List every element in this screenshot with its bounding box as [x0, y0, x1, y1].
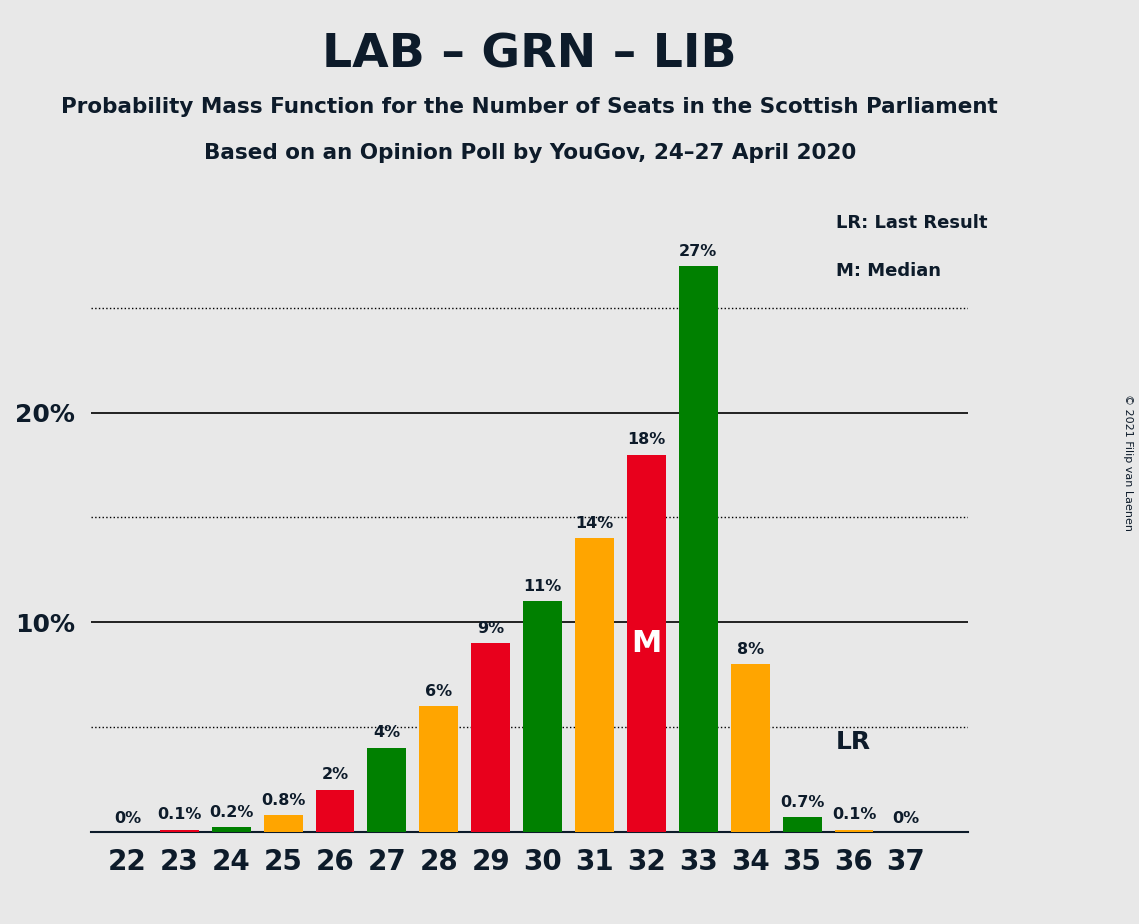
Text: 4%: 4%: [374, 725, 401, 740]
Text: 18%: 18%: [628, 432, 665, 447]
Bar: [679, 266, 718, 832]
Text: 0%: 0%: [892, 811, 919, 826]
Bar: [731, 664, 770, 832]
Text: 2%: 2%: [321, 767, 349, 783]
Text: 0.8%: 0.8%: [261, 793, 305, 808]
Bar: [626, 455, 666, 832]
Text: Probability Mass Function for the Number of Seats in the Scottish Parliament: Probability Mass Function for the Number…: [62, 97, 998, 117]
Text: 0%: 0%: [114, 811, 141, 826]
Text: 9%: 9%: [477, 621, 505, 636]
Text: 27%: 27%: [679, 244, 718, 259]
Bar: [368, 748, 407, 832]
Text: 0.1%: 0.1%: [157, 808, 202, 822]
Bar: [782, 817, 821, 832]
Text: 0.7%: 0.7%: [780, 795, 825, 809]
Text: © 2021 Filip van Laenen: © 2021 Filip van Laenen: [1123, 394, 1133, 530]
Text: 11%: 11%: [524, 578, 562, 594]
Text: LR: LR: [836, 730, 871, 754]
Bar: [263, 815, 303, 832]
Text: LR: Last Result: LR: Last Result: [836, 213, 988, 232]
Bar: [212, 827, 251, 832]
Bar: [419, 706, 458, 832]
Text: LAB – GRN – LIB: LAB – GRN – LIB: [322, 32, 737, 78]
Bar: [835, 830, 874, 832]
Bar: [575, 539, 614, 832]
Bar: [159, 830, 199, 832]
Bar: [472, 643, 510, 832]
Text: 6%: 6%: [425, 684, 452, 699]
Text: Based on an Opinion Poll by YouGov, 24–27 April 2020: Based on an Opinion Poll by YouGov, 24–2…: [204, 143, 855, 164]
Text: M: Median: M: Median: [836, 261, 941, 280]
Text: 8%: 8%: [737, 641, 764, 657]
Text: M: M: [631, 628, 662, 658]
Text: 14%: 14%: [575, 516, 614, 531]
Text: 0.1%: 0.1%: [831, 808, 876, 822]
Text: 0.2%: 0.2%: [210, 805, 253, 821]
Bar: [316, 790, 354, 832]
Bar: [523, 602, 562, 832]
